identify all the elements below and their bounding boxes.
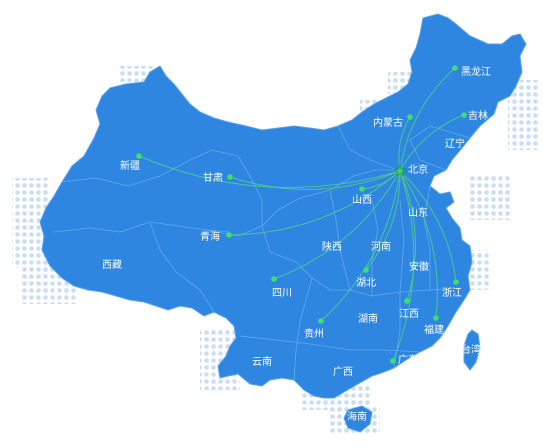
point-guangdong[interactable] [390, 358, 396, 364]
point-zhejiang[interactable] [453, 279, 459, 285]
point-heilongjiang[interactable] [452, 65, 458, 71]
hainan-shape [343, 405, 373, 433]
point-fujian[interactable] [433, 315, 439, 321]
province-points [136, 65, 467, 364]
label-hubei[interactable]: 湖北 [356, 277, 376, 289]
label-guizhou[interactable]: 贵州 [304, 327, 324, 340]
label-shanxi[interactable]: 山西 [352, 194, 372, 206]
label-guangdong[interactable]: 广东 [398, 353, 418, 366]
label-hainan[interactable]: 海南 [347, 410, 367, 423]
flow-line-sichuan [273, 170, 401, 280]
taiwan-shape [463, 329, 481, 371]
flow-line-guizhou [320, 170, 401, 322]
label-taiwan[interactable]: 台湾 [461, 343, 481, 356]
point-qinghai[interactable] [226, 232, 232, 238]
flow-line-jilin [399, 114, 465, 172]
point-guizhou[interactable] [318, 318, 324, 324]
label-yunnan[interactable]: 云南 [252, 355, 272, 368]
label-qinghai[interactable]: 青海 [200, 230, 220, 243]
center-marker [393, 164, 407, 177]
label-hunan[interactable]: 湖南 [358, 312, 378, 325]
mainland-china-shape [39, 13, 527, 399]
label-liaoning[interactable]: 辽宁 [445, 137, 465, 150]
label-zhejiang[interactable]: 浙江 [442, 287, 462, 299]
point-hubei[interactable] [363, 267, 369, 273]
label-jilin[interactable]: 吉林 [468, 109, 488, 122]
flow-lines [138, 67, 465, 362]
label-shandong[interactable]: 山东 [408, 206, 428, 219]
flow-line-guangdong [392, 170, 415, 362]
label-gansu[interactable]: 甘肃 [203, 171, 223, 184]
point-gansu[interactable] [227, 174, 233, 180]
province-borders [53, 125, 471, 381]
label-heilongjiang[interactable]: 黑龙江 [461, 65, 491, 78]
point-shanxi[interactable] [359, 186, 365, 192]
flow-line-zhejiang [399, 170, 457, 283]
flow-line-gansu [229, 170, 401, 190]
center-star-icon[interactable] [393, 164, 407, 177]
label-jiangxi[interactable]: 江西 [399, 308, 419, 320]
label-fujian[interactable]: 福建 [424, 323, 444, 336]
label-guangxi[interactable]: 广西 [333, 366, 353, 378]
point-sichuan[interactable] [271, 276, 277, 282]
label-shaanxi[interactable]: 陕西 [322, 240, 342, 253]
flow-line-fujian [399, 170, 438, 319]
point-neimenggu[interactable] [407, 114, 413, 120]
label-xizang[interactable]: 西藏 [102, 259, 122, 271]
label-beijing[interactable]: 北京 [408, 163, 428, 176]
label-henan[interactable]: 河南 [371, 240, 391, 253]
flow-line-heilongjiang [399, 67, 456, 172]
label-sichuan[interactable]: 四川 [272, 288, 292, 299]
label-neimenggu[interactable]: 内蒙古 [373, 116, 403, 129]
label-xinjiang[interactable]: 新疆 [120, 159, 140, 172]
point-xinjiang[interactable] [136, 153, 142, 159]
flow-line-hubei [365, 170, 401, 271]
flow-line-qinghai [228, 170, 401, 236]
point-jilin[interactable] [461, 112, 467, 118]
label-anhui[interactable]: 安徽 [409, 260, 429, 273]
flow-line-xinjiang [138, 155, 401, 189]
point-jiangxi[interactable] [404, 298, 410, 304]
flow-line-jiangxi [399, 170, 416, 302]
